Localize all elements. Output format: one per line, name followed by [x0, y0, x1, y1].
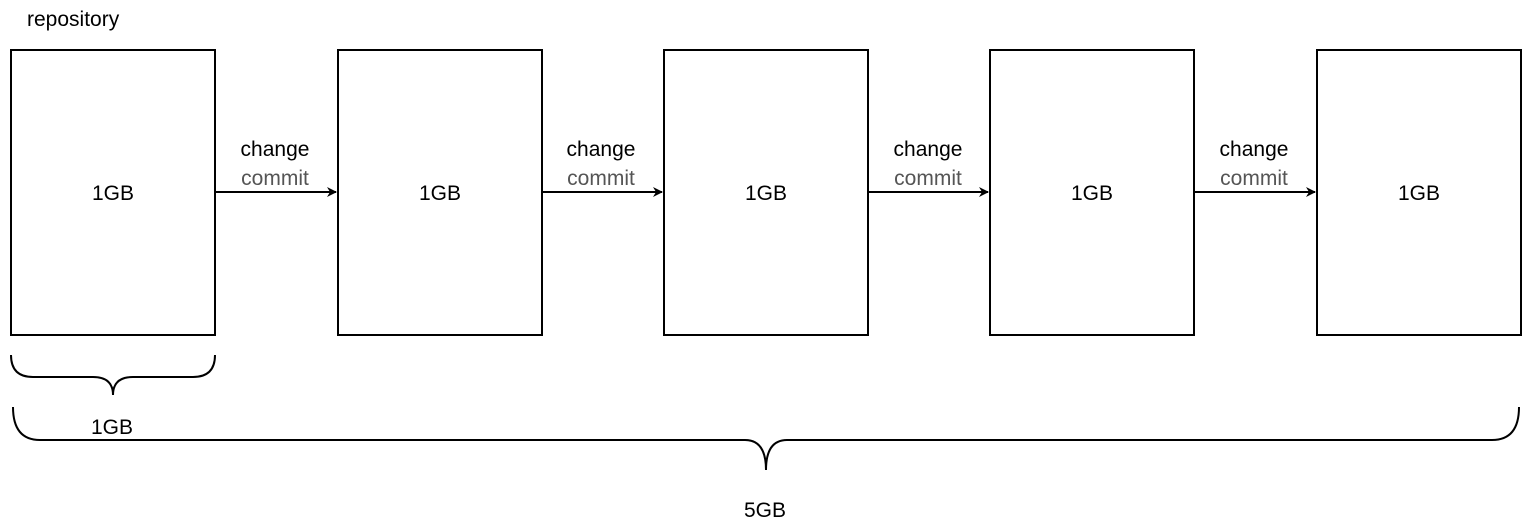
snapshot-box-3: 1GB	[663, 49, 869, 336]
snapshot-size-label: 1GB	[1398, 182, 1440, 205]
commit-arrow-2: change commit	[542, 138, 663, 197]
snapshot-box-4: 1GB	[989, 49, 1195, 336]
commit-label: commit	[567, 167, 635, 190]
single-repo-brace: 1GB	[10, 354, 216, 439]
change-label: change	[241, 138, 310, 161]
snapshot-box-5: 1GB	[1316, 49, 1522, 336]
total-size-label: 5GB	[744, 499, 786, 522]
snapshot-size-label: 1GB	[745, 182, 787, 205]
commit-arrow-3: change commit	[868, 138, 989, 197]
commit-arrow-1: change commit	[215, 138, 337, 197]
snapshot-size-label: 1GB	[1071, 182, 1113, 205]
commit-label: commit	[241, 167, 309, 190]
change-label: change	[1220, 138, 1289, 161]
total-size-brace: 5GB	[12, 406, 1520, 522]
repository-title: repository	[27, 8, 120, 31]
snapshot-box-2: 1GB	[337, 49, 543, 336]
snapshot-box-1: 1GB	[10, 49, 216, 336]
snapshot-size-label: 1GB	[92, 182, 134, 205]
commit-label: commit	[1220, 167, 1288, 190]
change-label: change	[567, 138, 636, 161]
single-repo-size-label: 1GB	[91, 416, 133, 439]
commit-label: commit	[894, 167, 962, 190]
commit-arrow-4: change commit	[1194, 138, 1316, 197]
snapshot-size-label: 1GB	[419, 182, 461, 205]
change-label: change	[894, 138, 963, 161]
